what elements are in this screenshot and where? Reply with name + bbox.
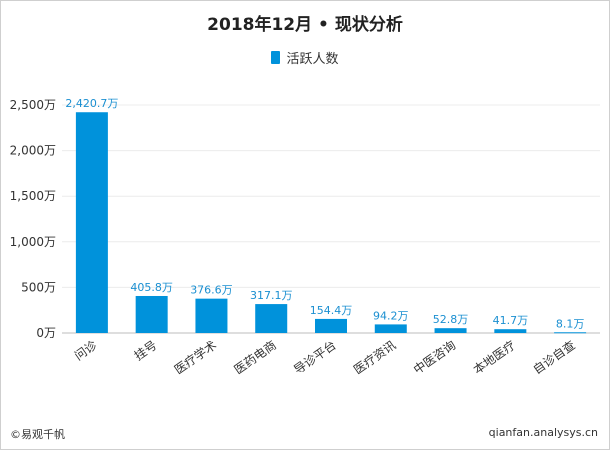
data-label: 154.4万 [310,304,353,317]
data-label: 376.6万 [190,284,233,297]
y-tick-label: 2,500万 [10,98,56,112]
chart-title: 2018年12月 • 现状分析 [207,15,403,35]
footer-copyright: ©易观千帆 [10,428,65,441]
x-tick-label: 导诊平台 [291,337,339,377]
legend-swatch [271,51,281,64]
x-tick-label: 医疗学术 [171,337,219,377]
bar [315,318,347,333]
x-tick-label: 医疗资讯 [351,338,398,377]
data-label: 41.7万 [493,314,529,327]
x-tick-label: 本地医疗 [471,338,518,377]
data-label: 94.2万 [373,309,409,322]
x-tick-label: 自诊自查 [530,338,577,377]
legend: 活跃人数 [0,48,610,67]
data-label: 52.8万 [433,313,469,326]
footer-url: qianfan.analysys.cn [488,426,598,439]
bar [195,298,228,333]
y-tick-label: 1,500万 [10,189,56,203]
legend-label: 活跃人数 [286,52,339,67]
bar [374,324,407,333]
x-tick-label: 中医咨询 [410,337,458,377]
y-tick-label: 0万 [36,326,56,340]
bar [135,295,168,333]
x-tick-label: 医药电商 [231,337,279,377]
bar [494,329,527,333]
x-tick-label: 问诊 [72,338,100,363]
data-label: 8.1万 [556,317,585,330]
data-label: 317.1万 [250,289,293,302]
y-tick-label: 1,000万 [10,235,56,249]
bar [75,112,108,333]
y-tick-label: 2,000万 [10,144,56,158]
bar [554,332,587,334]
data-label: 405.8万 [130,281,173,294]
data-label: 2,420.7万 [65,97,118,110]
x-tick-label: 挂号 [132,338,160,363]
y-tick-label: 500万 [21,280,56,294]
bar [255,304,288,333]
bar [434,328,467,333]
